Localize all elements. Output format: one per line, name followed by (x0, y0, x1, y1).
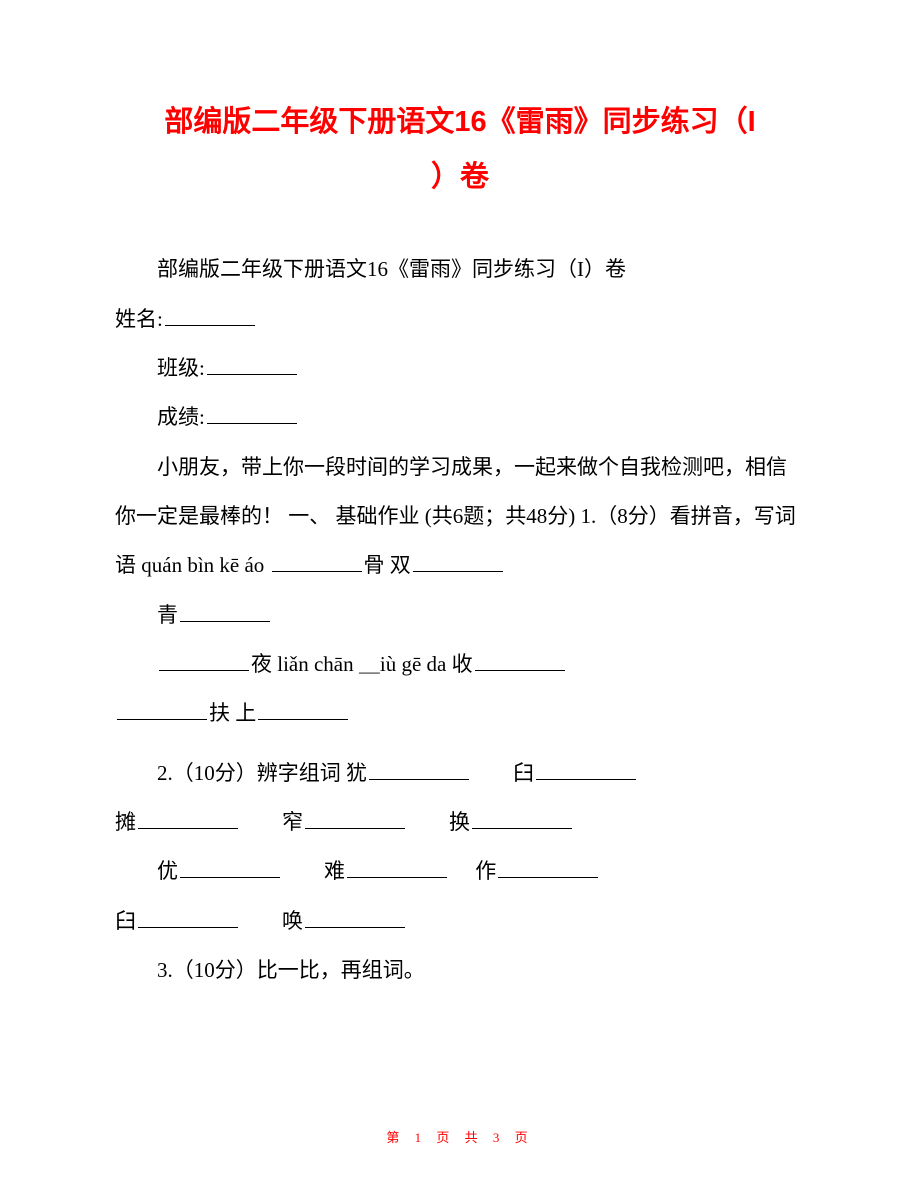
q2-row1: 2.（10分）辨字组词 犹 臼 (115, 749, 805, 798)
q1-blank-3[interactable] (180, 599, 270, 622)
q2-blank-1[interactable] (369, 757, 469, 780)
q3-title: 3.（10分）比一比，再组词。 (115, 946, 805, 995)
q2-zuo-text: 作 (449, 859, 496, 883)
q2-blank-3[interactable] (138, 806, 238, 829)
q2-huan2-text: 唤 (240, 909, 303, 933)
q2-row2: 摊 窄 换 (115, 798, 805, 847)
q2-title-text: 2.（10分）辨字组词 犹 (157, 761, 367, 785)
document-page: 部编版二年级下册语文16《雷雨》同步练习（I ）卷 部编版二年级下册语文16《雷… (0, 0, 920, 995)
q1-fu-text: 扶 上 (209, 701, 256, 725)
q1-qing-text: 青 (157, 603, 178, 627)
q1-blank-2[interactable] (413, 549, 503, 572)
q2-row4: 臼 唤 (115, 897, 805, 946)
greeting-and-q1: 小朋友，带上你一段时间的学习成果，一起来做个自我检测吧，相信你一定是最棒的！ 一… (115, 443, 805, 591)
q1-gu-text: 骨 双 (364, 553, 411, 577)
q2-huan1-text: 换 (407, 810, 470, 834)
spacer (115, 739, 805, 749)
q1-blank-6[interactable] (117, 697, 207, 720)
q1-blank-5[interactable] (475, 648, 565, 671)
q2-tan-text: 摊 (115, 810, 136, 834)
name-blank[interactable] (165, 302, 255, 325)
title-line-1: 部编版二年级下册语文16《雷雨》同步练习（I (164, 106, 755, 138)
q2-blank-4[interactable] (305, 806, 405, 829)
q1-blank-7[interactable] (258, 697, 348, 720)
score-label: 成绩: (157, 405, 205, 429)
score-blank[interactable] (207, 401, 297, 424)
document-title: 部编版二年级下册语文16《雷雨》同步练习（I ）卷 (115, 95, 805, 205)
q2-blank-8[interactable] (498, 855, 598, 878)
class-label: 班级: (157, 356, 205, 380)
class-blank[interactable] (207, 352, 297, 375)
intro-line: 部编版二年级下册语文16《雷雨》同步练习（I）卷 (115, 245, 805, 294)
document-body: 部编版二年级下册语文16《雷雨》同步练习（I）卷 姓名: 班级: 成绩: 小朋友… (115, 245, 805, 995)
q2-jiu1-text: 臼 (471, 761, 534, 785)
q2-you-text: 优 (157, 859, 178, 883)
q2-nan-text: 难 (282, 859, 345, 883)
q1-fu-row: 扶 上 (115, 689, 805, 738)
q2-blank-10[interactable] (305, 905, 405, 928)
q1-ye-text: 夜 liǎn chān ＿iù gē da 收 (251, 652, 473, 676)
name-row: 姓名: (115, 295, 805, 344)
q2-blank-5[interactable] (472, 806, 572, 829)
q2-row3: 优 难 作 (115, 847, 805, 896)
title-line-2: ）卷 (431, 161, 489, 193)
page-footer: 第 1 页 共 3 页 (0, 1127, 920, 1146)
score-row: 成绩: (115, 393, 805, 442)
class-row: 班级: (115, 344, 805, 393)
q2-blank-7[interactable] (347, 855, 447, 878)
name-label: 姓名: (115, 307, 163, 331)
q2-jiu2-text: 臼 (115, 909, 136, 933)
q1-qing-row: 青 (115, 591, 805, 640)
q2-blank-6[interactable] (180, 855, 280, 878)
q1-blank-1[interactable] (272, 549, 362, 572)
q2-blank-2[interactable] (536, 757, 636, 780)
q1-blank-4[interactable] (159, 648, 249, 671)
q2-zhai-text: 窄 (240, 810, 303, 834)
q2-blank-9[interactable] (138, 905, 238, 928)
q1-ye-row: 夜 liǎn chān ＿iù gē da 收 (115, 640, 805, 689)
